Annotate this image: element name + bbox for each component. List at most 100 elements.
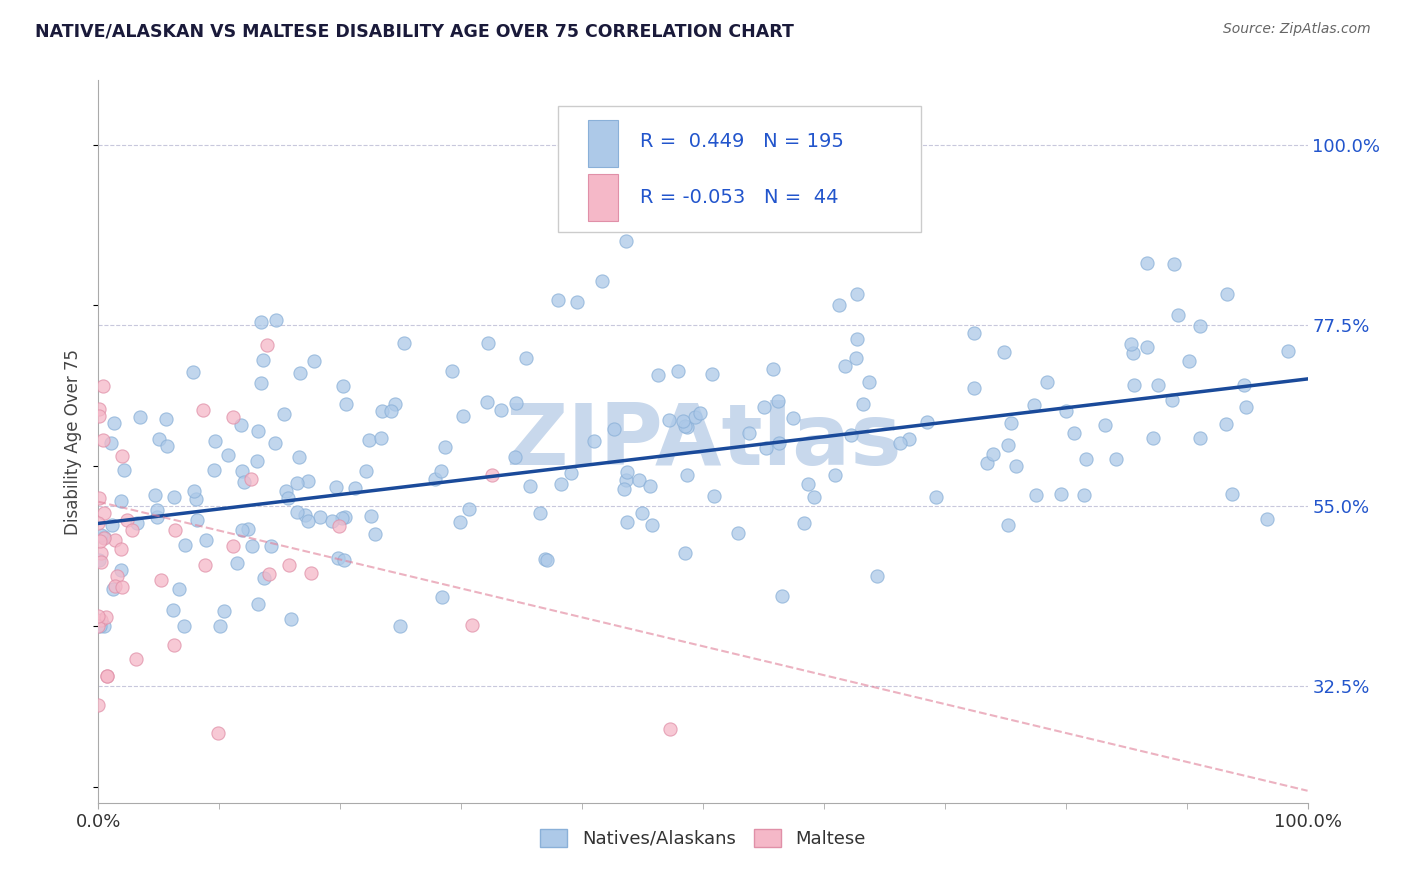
Point [89, 619, 111, 633]
Point [87, 409, 110, 424]
Point [263, 435, 285, 450]
Point [866, 569, 889, 583]
Point [232, 475, 254, 489]
Point [647, 368, 669, 383]
Point [225, 556, 247, 570]
Point [770, 590, 793, 604]
Point [191, 402, 214, 417]
Point [429, 465, 451, 479]
Point [91, 378, 114, 392]
Point [915, 415, 938, 429]
Point [503, 450, 526, 464]
Point [87, 619, 110, 633]
Point [1177, 354, 1199, 368]
Point [1135, 255, 1157, 269]
Point [260, 539, 283, 553]
Point [194, 533, 217, 547]
Point [640, 479, 662, 493]
Point [231, 418, 253, 433]
Point [294, 508, 316, 522]
Point [394, 336, 416, 351]
Text: R =  0.449   N = 195: R = 0.449 N = 195 [640, 132, 844, 152]
Point [174, 538, 197, 552]
Point [461, 618, 484, 632]
Point [1189, 319, 1212, 334]
Point [328, 550, 350, 565]
Point [90, 614, 112, 628]
Bar [558, 105, 921, 232]
Point [380, 403, 402, 417]
Point [1234, 401, 1257, 415]
Point [529, 506, 551, 520]
Point [796, 476, 818, 491]
Point [357, 433, 380, 447]
Point [824, 467, 846, 482]
Point [1142, 431, 1164, 445]
Point [87, 516, 110, 531]
Point [335, 397, 357, 411]
Point [613, 482, 636, 496]
Point [249, 315, 271, 329]
Point [115, 514, 138, 528]
Point [1167, 308, 1189, 322]
Point [834, 359, 856, 373]
Point [614, 234, 637, 248]
Point [1136, 340, 1159, 354]
Point [489, 403, 512, 417]
Point [302, 354, 325, 368]
Point [325, 480, 347, 494]
Point [287, 475, 309, 490]
Point [536, 552, 558, 566]
Point [1121, 337, 1143, 351]
Point [285, 505, 308, 519]
Point [231, 464, 253, 478]
Point [925, 490, 948, 504]
Point [1035, 375, 1057, 389]
Point [433, 441, 456, 455]
Point [1063, 426, 1085, 441]
Point [1104, 452, 1126, 467]
Point [184, 491, 207, 506]
Point [432, 590, 454, 604]
Point [125, 652, 148, 666]
Point [1073, 488, 1095, 502]
Point [110, 563, 132, 577]
Point [641, 518, 664, 533]
Point [96, 669, 118, 683]
Point [273, 407, 295, 421]
Legend: Natives/Alaskans, Maltese: Natives/Alaskans, Maltese [533, 822, 873, 855]
Point [221, 539, 243, 553]
Point [110, 493, 132, 508]
Point [560, 467, 582, 481]
Point [616, 466, 638, 480]
Text: NATIVE/ALASKAN VS MALTESE DISABILITY AGE OVER 75 CORRELATION CHART: NATIVE/ALASKAN VS MALTESE DISABILITY AGE… [35, 22, 794, 40]
Point [96, 669, 118, 683]
Point [93, 506, 115, 520]
Bar [588, 120, 619, 167]
Point [111, 450, 134, 464]
Point [603, 421, 626, 435]
Point [93, 531, 115, 545]
Point [354, 464, 377, 478]
Point [1122, 346, 1144, 360]
Point [614, 473, 637, 487]
Text: R = -0.053   N =  44: R = -0.053 N = 44 [640, 188, 838, 207]
Point [333, 509, 356, 524]
Point [194, 558, 217, 572]
Point [755, 441, 778, 455]
Point [768, 435, 790, 450]
Point [1160, 392, 1182, 407]
Point [87, 553, 110, 567]
Point [183, 483, 205, 498]
Point [515, 351, 537, 365]
Point [689, 406, 711, 420]
Point [616, 515, 638, 529]
Point [550, 476, 572, 491]
Point [453, 409, 475, 424]
Point [659, 723, 682, 737]
Point [839, 428, 862, 442]
Point [388, 619, 411, 633]
Point [156, 439, 179, 453]
Point [766, 394, 789, 409]
Point [162, 603, 184, 617]
